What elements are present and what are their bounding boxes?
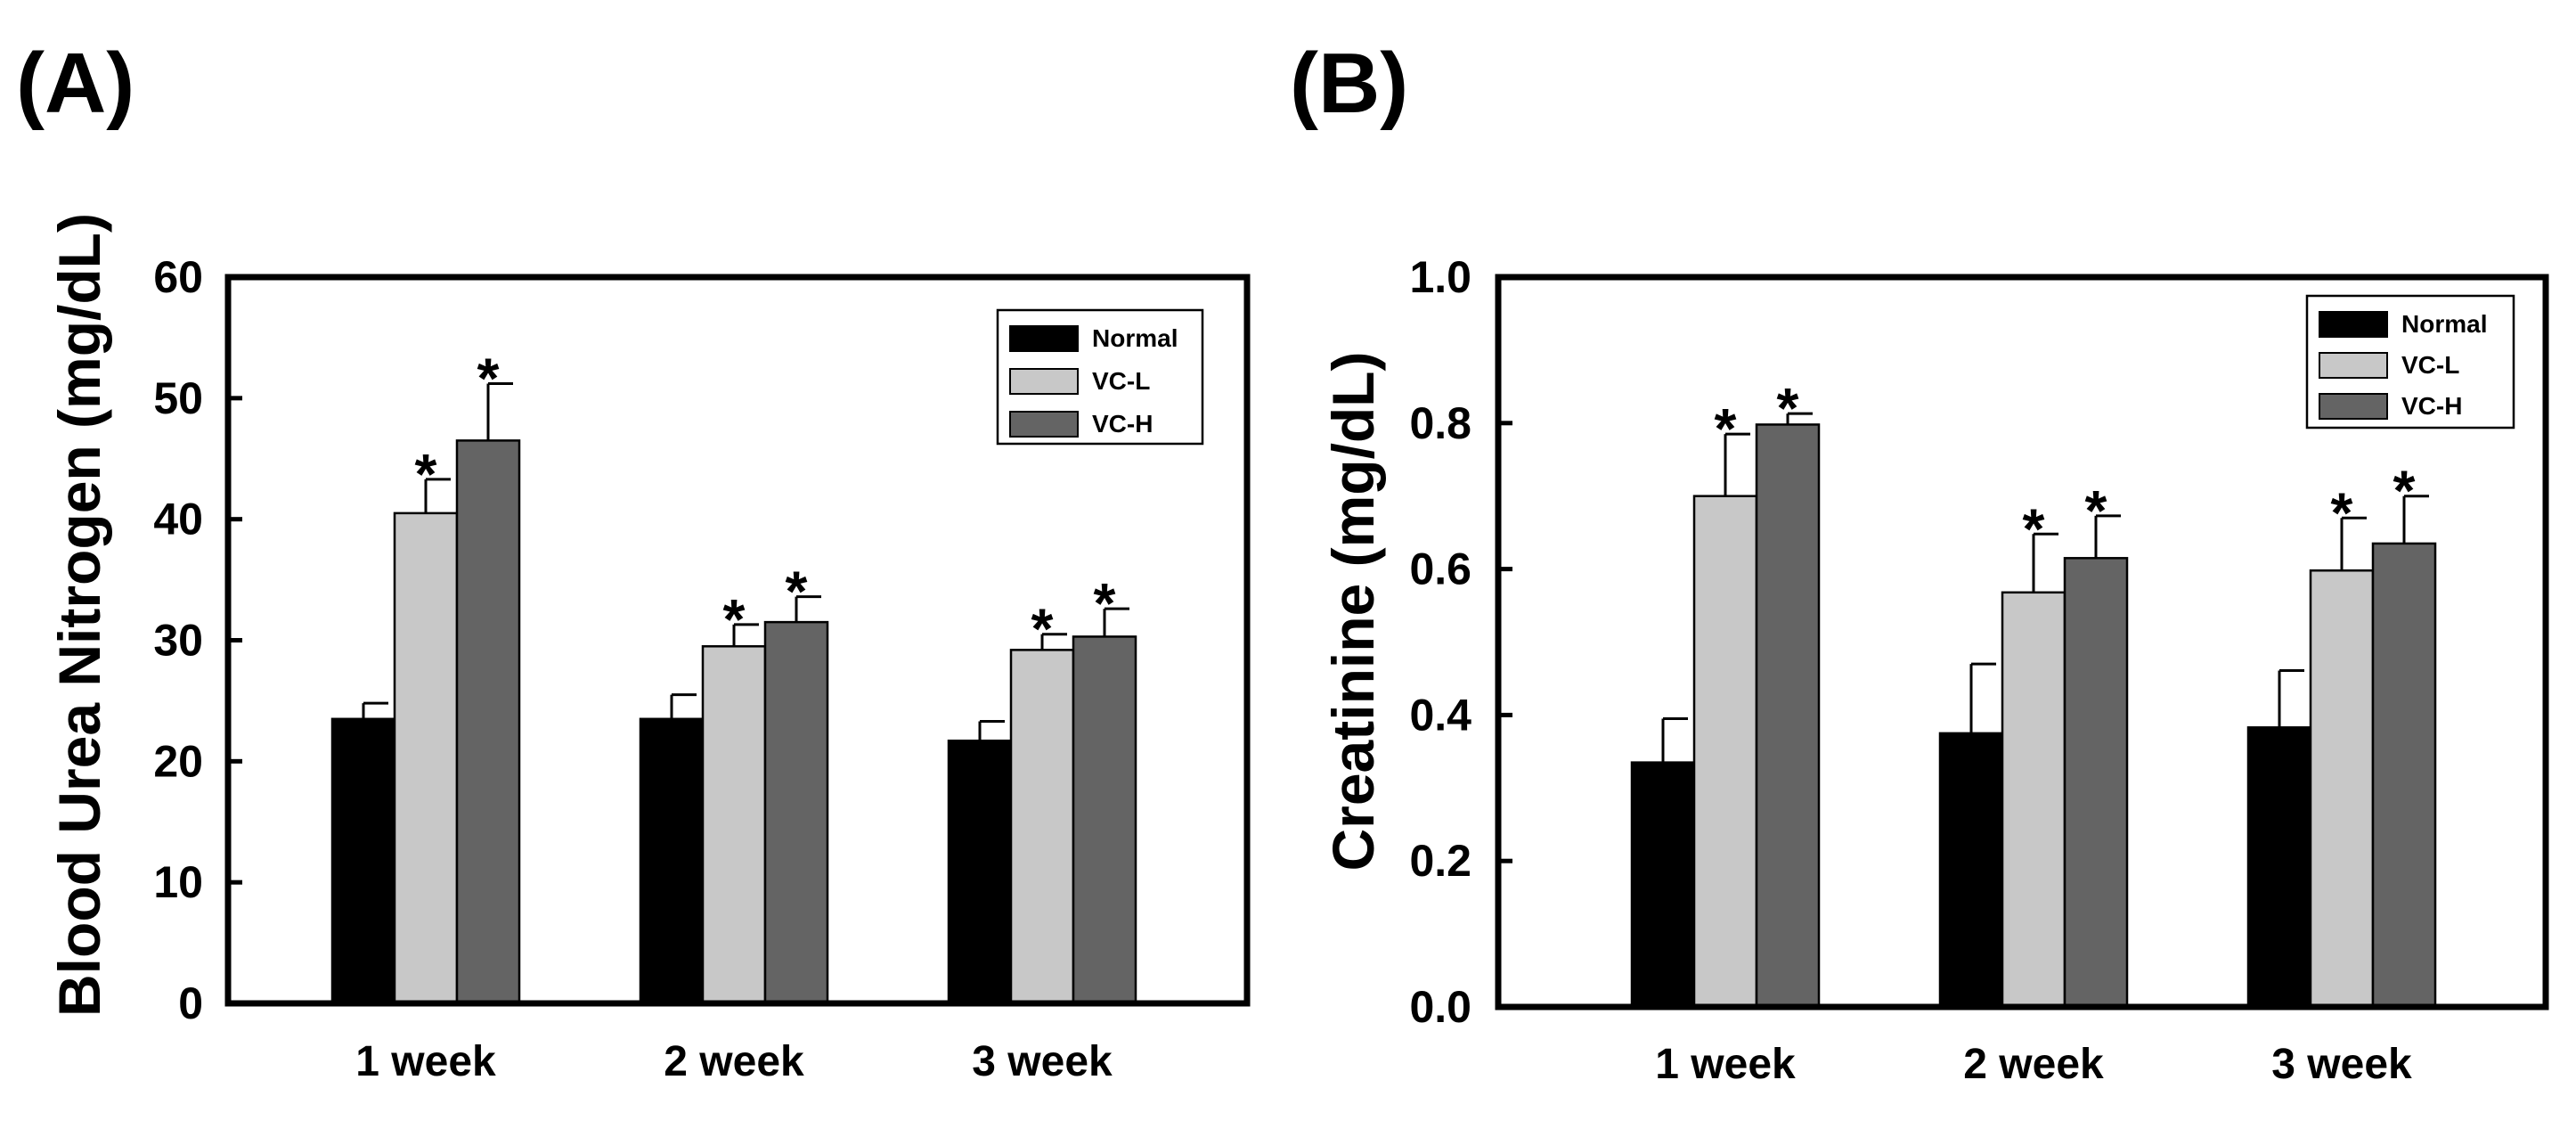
x-category-label-a-2: 2 week xyxy=(664,1038,804,1085)
panel-label-a: (A) xyxy=(16,36,135,131)
significance-star-a-2-2: * xyxy=(1094,571,1116,635)
bar-b-normal-2 xyxy=(1938,732,2004,1009)
y-axis-ticks-b: 0.0 0.2 0.4 0.6 0.8 1.0 xyxy=(1409,252,1512,1032)
legend-label-b-2: VC-H xyxy=(2401,392,2462,420)
bar-a-normal-1 xyxy=(330,717,396,1005)
bar-b-vc-l-2 xyxy=(2001,591,2067,1009)
bars-a xyxy=(330,439,1137,1005)
bar-b-vc-l-3 xyxy=(2309,569,2375,1009)
y-tick-label-b-1: 0.2 xyxy=(1409,836,1471,886)
bar-a-normal-2 xyxy=(639,717,705,1005)
bar-b-normal-3 xyxy=(2246,726,2312,1009)
bar-a-vc-l-2 xyxy=(701,645,767,1005)
significance-star-b-1-0: * xyxy=(1715,397,1737,461)
legend-swatch-a-1 xyxy=(1009,368,1079,395)
panel-label-b: (B) xyxy=(1290,36,1408,131)
y-tick-label-b-2: 0.4 xyxy=(1409,690,1471,740)
bars-b xyxy=(1630,423,2437,1009)
y-tick-label-a-0: 0 xyxy=(178,978,203,1028)
bar-b-vc-h-3 xyxy=(2371,542,2437,1009)
significance-star-b-2-1: * xyxy=(2085,479,2107,543)
y-tick-label-a-2: 20 xyxy=(153,736,203,786)
bar-b-vc-h-2 xyxy=(2063,557,2129,1009)
x-category-label-a-3: 3 week xyxy=(972,1038,1113,1085)
bar-a-normal-3 xyxy=(947,739,1013,1005)
legend-swatch-b-0 xyxy=(2319,311,2388,338)
error-bars-b xyxy=(1661,412,2429,763)
significance-star-a-2-0: * xyxy=(477,347,500,411)
legend-swatch-b-2 xyxy=(2319,393,2388,420)
bar-a-vc-h-3 xyxy=(1072,635,1137,1005)
significance-star-b-2-2: * xyxy=(2393,459,2416,523)
legend-label-a-0: Normal xyxy=(1092,324,1178,352)
y-tick-label-b-5: 1.0 xyxy=(1409,252,1471,302)
bar-a-vc-h-2 xyxy=(763,620,829,1005)
legend-label-a-2: VC-H xyxy=(1092,410,1153,438)
plot-frame-b xyxy=(1495,274,2549,1011)
x-category-label-b-2: 2 week xyxy=(1963,1041,2104,1088)
y-tick-label-a-5: 50 xyxy=(153,373,203,423)
bar-b-normal-1 xyxy=(1630,761,1696,1009)
significance-star-b-1-1: * xyxy=(2023,496,2045,560)
x-category-label-b-1: 1 week xyxy=(1655,1041,1796,1088)
legend-label-b-0: Normal xyxy=(2401,310,2487,338)
significance-star-a-1-2: * xyxy=(1031,597,1054,661)
legend-a: Normal VC-L VC-H xyxy=(996,308,1204,446)
bar-a-vc-l-1 xyxy=(393,511,459,1005)
x-category-label-a-1: 1 week xyxy=(355,1038,496,1085)
x-category-label-b-3: 3 week xyxy=(2271,1041,2412,1088)
significance-star-a-1-1: * xyxy=(723,587,746,651)
x-axis-categories-b: 1 week 2 week 3 week xyxy=(1655,1041,2412,1088)
y-axis-ticks-a: 0 10 20 30 40 50 60 xyxy=(153,252,242,1028)
chart-panel-b: (B) Creatinine (mg/dL) 0.0 0.2 0.4 0.6 0.8 1.… xyxy=(1290,36,2549,1088)
significance-star-b-1-2: * xyxy=(2331,480,2353,544)
significance-star-a-1-0: * xyxy=(415,442,437,506)
y-tick-label-a-6: 60 xyxy=(153,252,203,302)
y-tick-label-b-0: 0.0 xyxy=(1409,982,1471,1032)
error-bars-a xyxy=(362,382,1129,741)
chart-panel-a: (A) Blood Urea Nitrogen (mg/dL) 0 10 20 30 4… xyxy=(16,36,1251,1085)
x-axis-categories-a: 1 week 2 week 3 week xyxy=(355,1038,1113,1085)
y-tick-label-b-3: 0.6 xyxy=(1409,544,1471,594)
y-axis-title-b: Creatinine (mg/dL) xyxy=(1320,351,1386,871)
significance-star-a-2-1: * xyxy=(786,560,808,624)
legend-swatch-a-2 xyxy=(1009,411,1079,438)
significance-markers-a: * * * * * * xyxy=(415,347,1116,661)
legend-swatch-b-1 xyxy=(2319,352,2388,379)
bar-b-vc-h-1 xyxy=(1755,423,1821,1009)
legend-swatch-a-0 xyxy=(1009,325,1079,352)
y-tick-label-b-4: 0.8 xyxy=(1409,398,1471,448)
y-tick-label-a-1: 10 xyxy=(153,857,203,907)
significance-star-b-2-0: * xyxy=(1777,376,1799,440)
bar-b-vc-l-1 xyxy=(1692,495,1758,1009)
legend-label-a-1: VC-L xyxy=(1092,367,1150,395)
legend-b: Normal VC-L VC-H xyxy=(2305,294,2515,430)
bar-a-vc-l-3 xyxy=(1009,649,1075,1005)
y-tick-label-a-3: 30 xyxy=(153,616,203,666)
bar-a-vc-h-1 xyxy=(455,439,521,1005)
legend-label-b-1: VC-L xyxy=(2401,351,2459,379)
significance-markers-b: * * * * * * xyxy=(1715,376,2416,560)
y-tick-label-a-4: 40 xyxy=(153,495,203,544)
plot-frame-a xyxy=(224,274,1251,1007)
y-axis-title-a: Blood Urea Nitrogen (mg/dL) xyxy=(46,213,112,1017)
